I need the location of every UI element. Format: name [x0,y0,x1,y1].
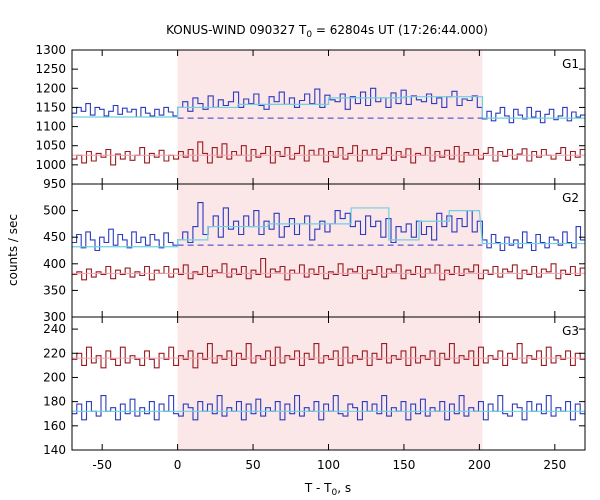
panel-label: G1 [562,57,579,71]
x-tick-label: 0 [174,458,182,472]
x-tick-label: -50 [92,458,112,472]
panel-label: G3 [562,324,579,338]
blue-series-g3 [72,395,585,421]
panel-g1: 950 1000 1050 1100 1150 1200 1250 1300 G1 [35,43,586,191]
chart-title: KONUS-WIND 090327 T0 = 62804s UT (17:26:… [166,23,488,40]
red-series-g3 [72,343,585,369]
x-tick-label: 50 [245,458,260,472]
panel-label: G2 [562,191,579,205]
y-tick-label: 450 [43,230,66,244]
y-axis-label: counts / sec [6,214,20,286]
x-tick-label: 250 [543,458,566,472]
y-tick-label: 1300 [35,43,66,57]
y-tick-label: 180 [43,395,66,409]
y-tick-label: 350 [43,283,66,297]
x-tick-label: 200 [468,458,491,472]
x-axis-label: T - T0, s [304,481,351,498]
blue-series-g2 [72,202,585,252]
x-tick-label: 150 [392,458,415,472]
x-tick-label: 100 [317,458,340,472]
y-tick-label: 1200 [35,81,66,95]
y-tick-label: 220 [43,346,66,360]
blue-fit-g2 [72,207,585,248]
y-tick-label: 950 [43,177,66,191]
y-tick-label: 140 [43,443,66,457]
red-series-g1 [72,141,585,166]
y-tick-label: 400 [43,257,66,271]
y-tick-label: 160 [43,419,66,433]
y-tick-label: 300 [43,310,66,324]
y-tick-label: 1250 [35,62,66,76]
y-tick-label: 240 [43,322,66,336]
y-tick-label: 1150 [35,100,66,114]
highlight-interval [177,50,483,450]
panel-g3: 140 160 180 200 220 240 G3 [43,316,586,457]
y-tick-label: 200 [43,370,66,384]
y-tick-label: 1100 [35,120,66,134]
y-tick-label: 500 [43,204,66,218]
red-series-g2 [72,257,585,281]
y-tick-label: 1000 [35,158,66,172]
blue-fit-g1 [72,96,585,119]
y-tick-label: 1050 [35,139,66,153]
